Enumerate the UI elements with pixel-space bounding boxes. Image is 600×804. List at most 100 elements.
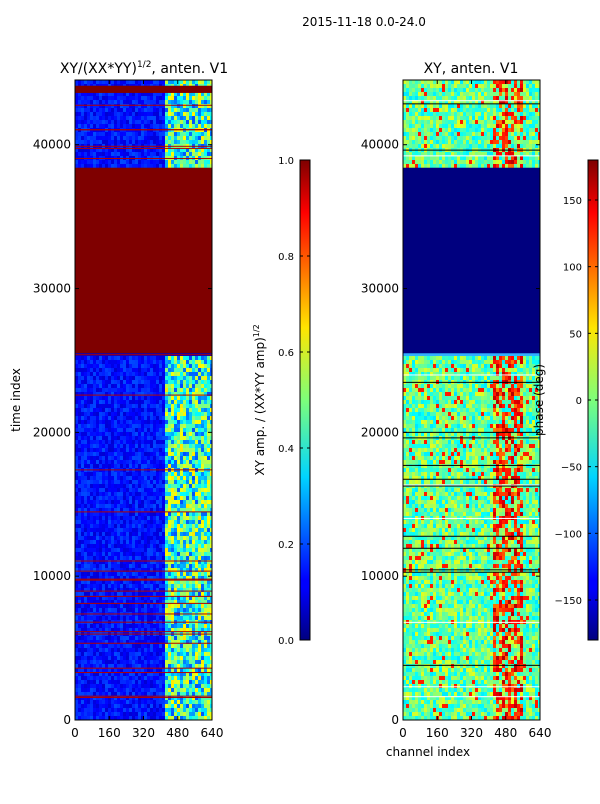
left-heatmap-cell bbox=[84, 668, 87, 672]
left-heatmap-cell bbox=[186, 532, 189, 536]
left-heatmap-cell bbox=[168, 496, 171, 500]
left-heatmap-cell bbox=[96, 512, 99, 516]
left-heatmap-cell bbox=[171, 436, 174, 440]
left-heatmap-cell bbox=[87, 536, 90, 540]
left-heatmap-cell bbox=[183, 660, 186, 664]
left-heatmap-cell bbox=[93, 368, 96, 372]
left-heatmap-cell bbox=[162, 364, 165, 368]
left-heatmap-cell bbox=[102, 384, 105, 388]
left-heatmap-cell bbox=[138, 100, 141, 104]
left-heatmap-cell bbox=[147, 92, 150, 96]
left-heatmap-cell bbox=[84, 516, 87, 520]
left-heatmap-cell bbox=[96, 664, 99, 668]
left-heatmap-cell bbox=[132, 676, 135, 680]
left-heatmap-cell bbox=[126, 628, 129, 632]
left-heatmap-cell bbox=[204, 412, 207, 416]
left-heatmap-cell bbox=[138, 544, 141, 548]
left-heatmap-cell bbox=[102, 460, 105, 464]
left-heatmap-cell bbox=[162, 644, 165, 648]
left-heatmap-cell bbox=[192, 476, 195, 480]
left-heatmap-cell bbox=[189, 472, 192, 476]
left-heatmap-cell bbox=[117, 452, 120, 456]
left-heatmap-cell bbox=[192, 596, 195, 600]
left-heatmap-cell bbox=[132, 396, 135, 400]
left-heatmap-cell bbox=[75, 676, 78, 680]
left-heatmap-cell bbox=[132, 656, 135, 660]
left-heatmap-cell bbox=[186, 376, 189, 380]
left-heatmap-cell bbox=[207, 488, 210, 492]
left-heatmap-cell bbox=[90, 508, 93, 512]
left-heatmap-cell bbox=[153, 544, 156, 548]
left-heatmap-cell bbox=[108, 564, 111, 568]
left-heatmap-cell bbox=[78, 364, 81, 368]
left-heatmap-cell bbox=[195, 516, 198, 520]
left-heatmap-cell bbox=[123, 664, 126, 668]
left-heatmap-cell bbox=[207, 528, 210, 532]
left-heatmap-cell bbox=[108, 548, 111, 552]
left-heatmap-cell bbox=[144, 520, 147, 524]
left-heatmap-cell bbox=[144, 564, 147, 568]
left-heatmap-cell bbox=[165, 380, 168, 384]
left-heatmap-cell bbox=[153, 660, 156, 664]
left-heatmap-cell bbox=[105, 428, 108, 432]
left-heatmap-cell bbox=[165, 608, 168, 612]
left-heatmap-cell bbox=[111, 584, 114, 588]
left-heatmap-cell bbox=[123, 668, 126, 672]
left-heatmap-cell bbox=[114, 480, 117, 484]
left-heatmap-cell bbox=[195, 504, 198, 508]
left-heatmap-cell bbox=[156, 692, 159, 696]
left-heatmap-cell bbox=[78, 100, 81, 104]
left-heatmap-cell bbox=[93, 424, 96, 428]
left-heatmap-cell bbox=[168, 672, 171, 676]
left-heatmap-cell bbox=[141, 104, 144, 108]
left-heatmap-cell bbox=[186, 516, 189, 520]
left-heatmap-cell bbox=[87, 444, 90, 448]
left-heatmap-cell bbox=[108, 152, 111, 156]
left-heatmap-cell bbox=[108, 540, 111, 544]
left-heatmap-cell bbox=[153, 364, 156, 368]
left-heatmap-cell bbox=[81, 524, 84, 528]
left-heatmap-cell bbox=[84, 456, 87, 460]
left-heatmap-cell bbox=[207, 580, 210, 584]
left-heatmap-cell bbox=[165, 528, 168, 532]
left-heatmap-cell bbox=[102, 436, 105, 440]
left-heatmap-cell bbox=[129, 556, 132, 560]
left-heatmap-cell bbox=[120, 436, 123, 440]
left-heatmap-cell bbox=[93, 392, 96, 396]
left-heatmap-cell bbox=[144, 560, 147, 564]
left-heatmap-cell bbox=[108, 592, 111, 596]
left-heatmap-cell bbox=[90, 152, 93, 156]
left-heatmap-cell bbox=[78, 80, 81, 84]
left-heatmap-cell bbox=[81, 424, 84, 428]
left-heatmap-cell bbox=[123, 684, 126, 688]
left-heatmap-cell bbox=[105, 600, 108, 604]
left-heatmap-cell bbox=[123, 508, 126, 512]
left-heatmap-cell bbox=[108, 420, 111, 424]
left-heatmap-cell bbox=[159, 424, 162, 428]
left-heatmap-cell bbox=[189, 428, 192, 432]
left-heatmap-cell bbox=[129, 484, 132, 488]
left-heatmap-cell bbox=[129, 448, 132, 452]
left-heatmap-cell bbox=[105, 80, 108, 84]
left-heatmap-cell bbox=[204, 104, 207, 108]
left-heatmap-cell bbox=[87, 380, 90, 384]
left-heatmap-cell bbox=[153, 672, 156, 676]
left-heatmap-cell bbox=[144, 376, 147, 380]
left-heatmap-cell bbox=[129, 676, 132, 680]
left-heatmap-cell bbox=[111, 576, 114, 580]
left-heatmap-cell bbox=[81, 104, 84, 108]
left-heatmap-cell bbox=[198, 600, 201, 604]
left-heatmap-cell bbox=[156, 496, 159, 500]
left-heatmap-cell bbox=[120, 548, 123, 552]
left-heatmap-cell bbox=[78, 116, 81, 120]
left-heatmap-cell bbox=[99, 688, 102, 692]
left-heatmap-cell bbox=[105, 596, 108, 600]
left-heatmap-cell bbox=[87, 676, 90, 680]
left-heatmap-cell bbox=[144, 456, 147, 460]
left-heatmap-cell bbox=[132, 592, 135, 596]
left-heatmap-cell bbox=[129, 392, 132, 396]
left-heatmap-cell bbox=[201, 676, 204, 680]
left-heatmap-cell bbox=[174, 668, 177, 672]
left-heatmap-cell bbox=[168, 680, 171, 684]
left-heatmap-cell bbox=[120, 140, 123, 144]
